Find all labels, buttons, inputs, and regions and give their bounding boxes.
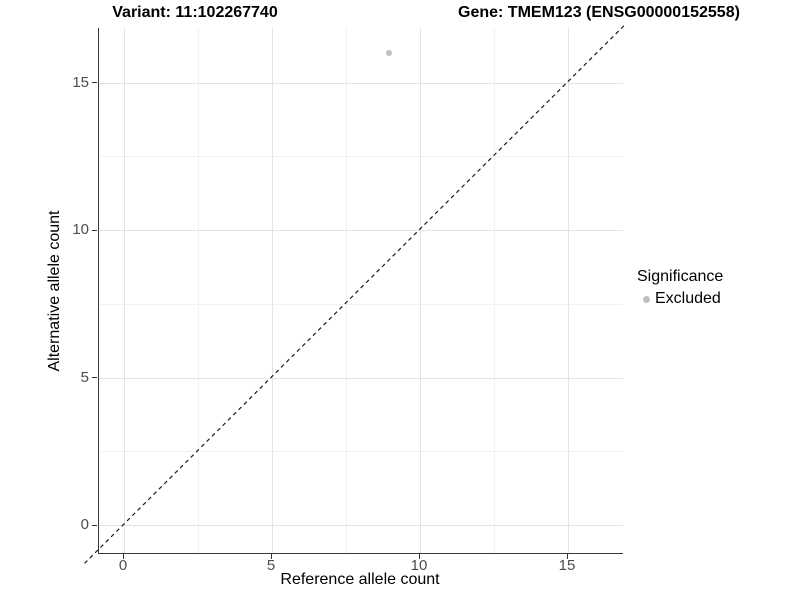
legend-title: Significance [637,268,724,285]
y-tick-label: 5 [80,368,89,386]
legend-item-label: Excluded [655,290,721,307]
x-axis-tick [566,554,568,559]
x-tick-label: 5 [266,557,276,574]
plot-title-variant: Variant: 11:102267740 [112,4,278,21]
gridline-major-horizontal [99,82,623,84]
gridline-minor-horizontal [99,451,623,453]
plot-title-gene: Gene: TMEM123 (ENSG00000152558) [458,4,740,21]
y-tick-label: 0 [80,516,89,533]
x-axis-tick [270,554,272,559]
x-tick-label: 10 [410,557,428,574]
legend: Significance Excluded [637,267,723,308]
y-axis-tick [92,377,97,378]
gridline-minor-horizontal [99,303,623,305]
y-tick-label: 10 [72,221,89,238]
gridline-minor-vertical [494,28,495,553]
gridline-major-vertical [420,28,421,553]
y-axis-tick [92,229,97,231]
circle-icon [643,295,650,303]
x-tick-label: 0 [118,557,128,574]
gridline-minor-horizontal [99,156,623,158]
x-axis-label: Reference allele count [280,571,440,588]
gridline-major-vertical [124,28,125,553]
gridline-major-horizontal [99,230,623,231]
point-excluded [386,50,393,56]
x-axis-tick [122,554,124,559]
gridline-major-vertical [272,28,273,553]
gridline-major-vertical [568,28,569,553]
gridline-major-horizontal [99,525,623,526]
gridline-minor-vertical [346,28,347,553]
gridline-minor-vertical [198,28,199,553]
y-axis-tick [92,82,97,83]
x-tick-label: 15 [558,557,576,574]
legend-item-excluded: Excluded [637,290,723,308]
x-axis-tick [418,554,420,559]
gridline-major-horizontal [99,377,623,379]
y-axis-tick [92,524,97,526]
y-tick-label: 15 [72,73,89,91]
plot-panel [98,28,623,554]
